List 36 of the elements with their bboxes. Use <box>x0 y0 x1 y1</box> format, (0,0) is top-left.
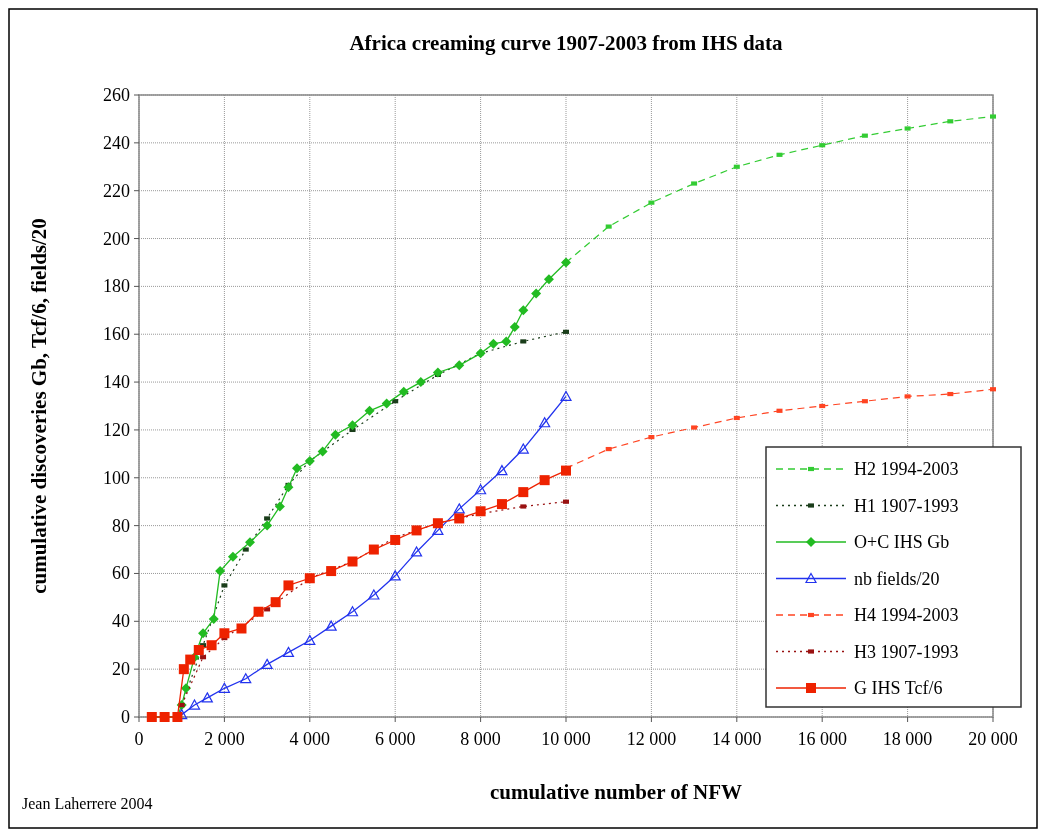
x-tick-label: 4 000 <box>289 729 331 749</box>
y-tick-label: 180 <box>103 276 130 297</box>
x-tick-label: 0 <box>134 729 144 749</box>
y-tick-label: 100 <box>103 467 130 488</box>
x-axis-title: cumulative number of NFW <box>489 780 743 804</box>
y-tick-label: 0 <box>121 707 130 727</box>
x-tick-label: 2 000 <box>204 729 245 749</box>
y-tick-label: 240 <box>103 132 130 153</box>
x-tick-label: 10 000 <box>541 729 591 749</box>
y-tick-label: 160 <box>103 324 130 345</box>
legend-label: G IHS Tcf/6 <box>854 678 943 698</box>
x-tick-label: 6 000 <box>374 729 416 749</box>
legend-label: H2 1994-2003 <box>854 459 959 479</box>
y-tick-label: 60 <box>112 563 130 584</box>
legend-label: H4 1994-2003 <box>854 605 959 625</box>
y-tick-label: 80 <box>112 515 130 536</box>
y-tick-label: 260 <box>103 85 130 105</box>
x-tick-label: 14 000 <box>712 729 762 749</box>
legend-label: O+C IHS Gb <box>854 532 950 552</box>
y-axis-title: cumulative discoveries Gb, Tcf/6, fields/20 <box>27 218 51 594</box>
legend-label: H1 1907-1993 <box>854 495 959 516</box>
x-tick-label: 18 000 <box>882 729 933 749</box>
y-tick-label: 200 <box>103 228 130 249</box>
legend-label: nb fields/20 <box>854 568 940 589</box>
text: Jean Laherrere 2004 <box>22 795 153 812</box>
y-tick-label: 140 <box>103 372 130 393</box>
legend-label: H3 1907-1993 <box>854 641 959 662</box>
y-tick-label: 20 <box>112 659 130 680</box>
chart-title: Africa creaming curve 1907-2003 from IHS data <box>349 31 784 55</box>
x-tick-label: 20 000 <box>968 729 1018 749</box>
x-tick-label: 12 000 <box>626 729 677 749</box>
x-tick-label: 16 000 <box>797 729 847 749</box>
y-tick-label: 120 <box>103 419 130 440</box>
y-tick-label: 220 <box>103 180 130 201</box>
x-tick-label: 8 000 <box>460 729 501 749</box>
y-tick-label: 40 <box>112 611 130 632</box>
